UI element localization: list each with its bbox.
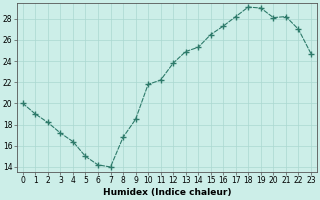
X-axis label: Humidex (Indice chaleur): Humidex (Indice chaleur) (103, 188, 231, 197)
